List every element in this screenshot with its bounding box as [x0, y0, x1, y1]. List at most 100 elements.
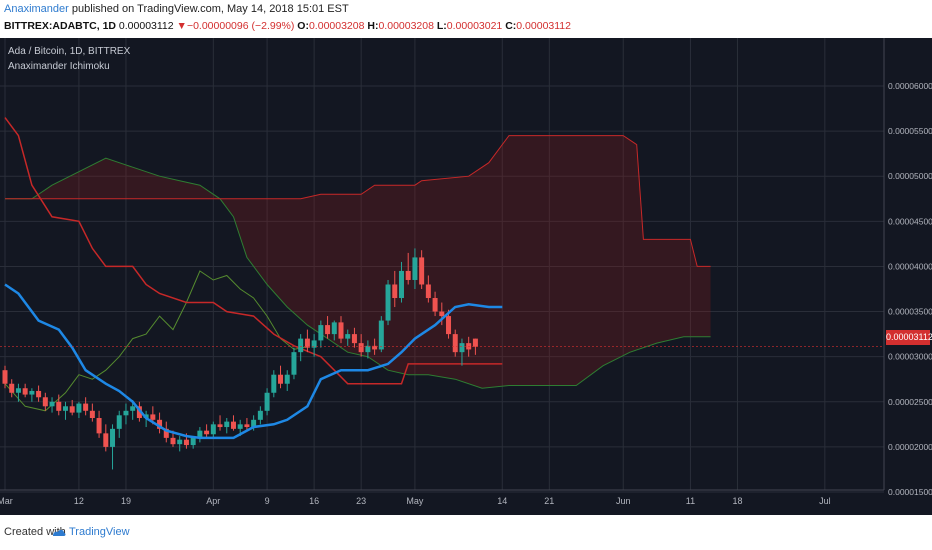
time-axis-label: 9 [265, 496, 270, 506]
chart-legend-title[interactable]: Ada / Bitcoin, 1D, BITTREX [8, 46, 131, 57]
lagging-span-line [4, 270, 308, 412]
candle-down [432, 298, 438, 312]
candle-up [29, 390, 35, 395]
candle-down [325, 325, 331, 335]
candle-down [183, 439, 189, 446]
indicator-legend[interactable]: Anaximander Ichimoku [8, 61, 110, 72]
candle-down [405, 270, 411, 280]
conversion-line [4, 283, 503, 440]
high-label: H: [367, 20, 379, 32]
candle-down [136, 406, 142, 419]
candle-up [257, 410, 263, 420]
time-axis-label: 11 [686, 496, 695, 506]
price-axis-label: 0.00005500 [888, 126, 932, 136]
close-label: C: [505, 20, 517, 32]
candle-up [311, 340, 317, 348]
time-axis-label: 14 [497, 496, 507, 506]
candle-down [419, 257, 425, 285]
candle-down [446, 316, 452, 335]
symbol-quote: BITTREX:ADABTC, 1D 0.00003112 ▼−0.000000… [4, 20, 571, 32]
candle-down [36, 390, 42, 398]
candle-down [150, 414, 156, 420]
time-axis-label: 12 [74, 496, 84, 506]
candle-up [177, 439, 183, 445]
candle-up [116, 415, 122, 429]
candle-down [163, 428, 169, 438]
time-axis-label: 19 [121, 496, 131, 506]
candle-down [230, 421, 236, 429]
candle-up [385, 284, 391, 321]
high-value: 0.00003208 [378, 20, 434, 32]
price-axis-label: 0.00002500 [888, 397, 932, 407]
candle-down [338, 322, 344, 339]
price-axis-label: 0.00003500 [888, 307, 932, 317]
publish-header: Anaximander published on TradingView.com… [0, 0, 932, 38]
candle-up [123, 410, 129, 416]
tradingview-logo-icon [53, 529, 66, 536]
candle-down [170, 437, 176, 445]
candle-up [459, 343, 465, 353]
candle-up [15, 388, 21, 393]
tradingview-brand[interactable]: TradingView [69, 526, 130, 538]
low-label: L: [436, 20, 447, 32]
symbol-label: BITTREX:ADABTC, 1D [4, 20, 116, 32]
price-change: −0.00000096 (−2.99%) [186, 20, 295, 32]
candle-up [331, 322, 337, 335]
candle-down [217, 424, 223, 428]
leading-span-b-line [5, 135, 711, 267]
candle-down [425, 284, 431, 299]
candle-up [224, 421, 230, 428]
price-axis-label: 0.00006000 [888, 81, 932, 91]
time-axis-label: Jul [819, 496, 831, 506]
time-axis-label: Mar [0, 496, 13, 506]
candle-up [110, 428, 116, 447]
candle-down [22, 388, 28, 395]
candle-up [291, 352, 297, 375]
chart-pane[interactable]: 0.00001500 0.00002000 0.00002500 0.00003000… [0, 38, 932, 515]
created-with-label: Created with [4, 526, 66, 538]
time-axis-label: 18 [732, 496, 742, 506]
candle-down [204, 430, 210, 435]
candle-down [2, 370, 8, 384]
candle-up [398, 270, 404, 299]
time-axis-label: 16 [309, 496, 319, 506]
candle-up [49, 401, 55, 407]
price-chart[interactable]: 0.00001500 0.00002000 0.00002500 0.00003000… [0, 38, 932, 515]
candle-down [69, 406, 75, 413]
open-value: 0.00003208 [308, 20, 365, 32]
candle-down [278, 374, 284, 384]
candle-down [392, 284, 398, 299]
price-axis-label: 0.00004500 [888, 216, 932, 226]
open-label: O: [297, 20, 309, 32]
close-value: 0.00003112 [516, 20, 571, 32]
time-axis-label: Apr [206, 496, 220, 506]
candle-down [89, 410, 95, 419]
candle-up [271, 374, 277, 393]
publish-info: Anaximander published on TradingView.com… [4, 3, 349, 15]
footer: Created with TradingView [0, 515, 932, 550]
candle-up [298, 338, 304, 353]
candle-up [251, 419, 257, 428]
candle-down [103, 433, 109, 447]
time-axis-label: 21 [544, 496, 554, 506]
down-arrow-icon: ▼ [176, 20, 187, 32]
candle-up [130, 406, 136, 411]
candle-down [472, 338, 478, 347]
candle-up [318, 325, 324, 341]
time-axis-label: Jun [616, 496, 631, 506]
candle-down [157, 419, 163, 429]
candle-down [96, 418, 102, 434]
time-axis-label: 23 [356, 496, 366, 506]
ichimoku-cloud [5, 135, 711, 389]
last-price: 0.00003112 [118, 20, 174, 32]
time-axis-label: May [406, 496, 424, 506]
author-link[interactable]: Anaximander [4, 3, 69, 15]
candle-up [210, 424, 216, 435]
last-price-tag: 0.00003112 [886, 330, 932, 345]
price-axis-label: 0.00005000 [888, 171, 932, 181]
low-value: 0.00003021 [446, 20, 503, 32]
candle-down [358, 343, 364, 353]
candle-up [264, 392, 270, 411]
price-axis-label: 0.00003000 [888, 352, 932, 362]
candle-up [197, 430, 203, 438]
